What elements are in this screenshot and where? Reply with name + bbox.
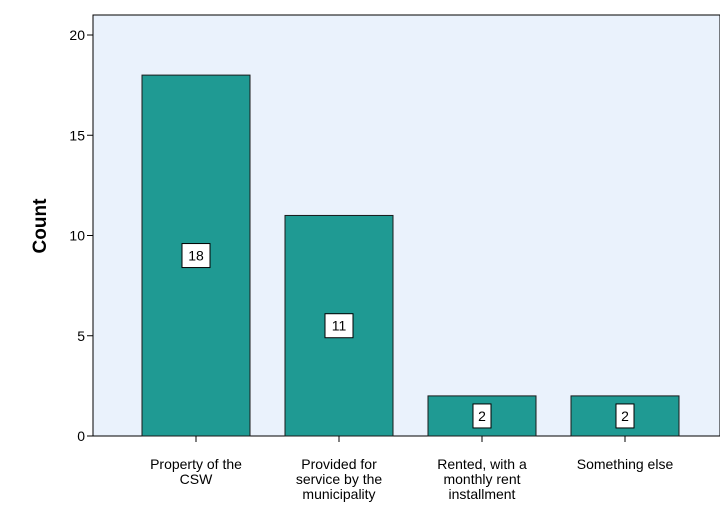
y-axis-title: Count	[30, 198, 51, 254]
x-tick-label: Property of the	[150, 456, 242, 472]
data-label: 2	[478, 408, 486, 424]
x-tick-label: installment	[449, 486, 516, 502]
x-tick-label: Rented, with a	[437, 456, 527, 472]
y-tick-label: 0	[77, 428, 85, 444]
data-label-box	[181, 243, 211, 269]
x-tick-label: Provided for	[301, 456, 377, 472]
x-tick-label: CSW	[180, 471, 213, 487]
y-tick-label: 10	[69, 228, 85, 244]
data-label-box	[324, 313, 354, 339]
bars-group: 18 11 2 2	[141, 74, 680, 437]
x-tick-label: Something else	[577, 456, 674, 472]
y-axis: 0 5 10 15 20	[69, 27, 93, 444]
x-tick-label: monthly rent	[443, 471, 520, 487]
y-tick-label: 20	[69, 27, 85, 43]
data-label: 18	[188, 248, 204, 264]
data-label-box	[615, 403, 635, 429]
x-tick-label: service by the	[296, 471, 383, 487]
data-label: 2	[621, 408, 629, 424]
data-label-box	[472, 403, 492, 429]
y-tick-label: 5	[77, 328, 85, 344]
data-label: 11	[332, 318, 347, 334]
x-tick-label: municipality	[302, 486, 375, 502]
y-tick-label: 15	[69, 127, 85, 143]
